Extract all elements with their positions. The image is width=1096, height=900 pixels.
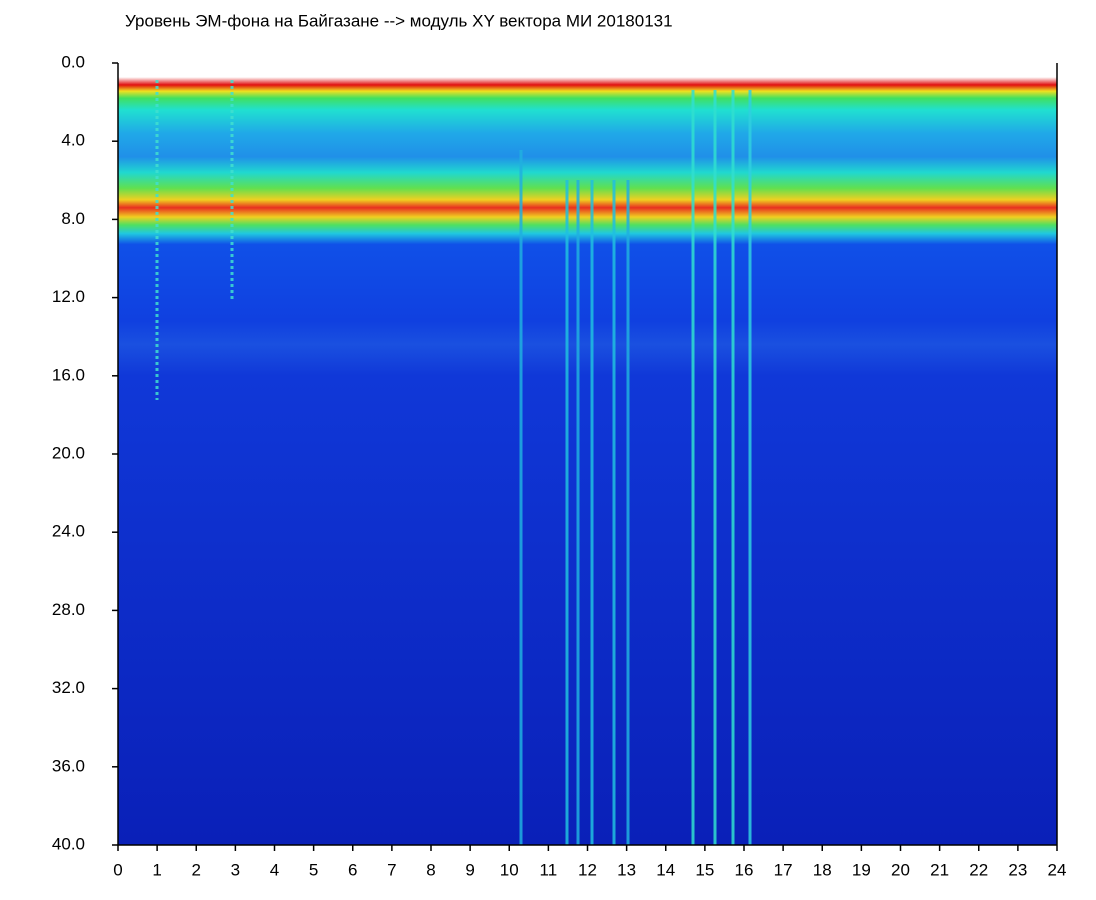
y-tick-label: 0.0: [61, 52, 85, 71]
x-tick-label: 11: [540, 860, 558, 879]
x-tick-label: 6: [348, 860, 357, 879]
x-tick-label: 19: [852, 860, 871, 879]
y-tick-label: 40.0: [52, 834, 85, 853]
y-tick-label: 16.0: [52, 365, 85, 384]
x-tick-label: 10: [500, 860, 519, 879]
x-tick-label: 13: [617, 860, 636, 879]
x-tick-label: 17: [774, 860, 793, 879]
x-tick-label: 20: [891, 860, 910, 879]
y-tick-label: 32.0: [52, 678, 85, 697]
x-tick-label: 1: [152, 860, 161, 879]
y-tick-label: 36.0: [52, 756, 85, 775]
x-tick-label: 14: [656, 860, 675, 879]
y-tick-label: 28.0: [52, 600, 85, 619]
x-tick-label: 16: [735, 860, 754, 879]
x-tick-label: 12: [578, 860, 597, 879]
x-tick-label: 7: [387, 860, 396, 879]
x-tick-label: 0: [113, 860, 122, 879]
x-tick-label: 21: [930, 860, 949, 879]
y-tick-label: 4.0: [61, 131, 85, 150]
y-tick-label: 12.0: [52, 287, 85, 306]
plot-area: [117, 63, 1058, 846]
spectrogram: [118, 63, 1057, 845]
y-tick-label: 20.0: [52, 443, 85, 462]
x-tick-label: 5: [309, 860, 318, 879]
x-tick-label: 23: [1008, 860, 1027, 879]
x-tick-label: 4: [270, 860, 279, 879]
x-tick-label: 2: [192, 860, 201, 879]
streaks: [155, 80, 752, 845]
x-tick-label: 15: [695, 860, 714, 879]
x-tick-label: 18: [813, 860, 832, 879]
x-tick-label: 9: [465, 860, 474, 879]
x-tick-label: 22: [969, 860, 988, 879]
x-tick-label: 3: [231, 860, 240, 879]
y-tick-label: 24.0: [52, 522, 85, 541]
y-tick-label: 8.0: [61, 209, 85, 228]
chart-title: Уровень ЭМ-фона на Байгазане --> модуль …: [125, 11, 673, 30]
x-tick-label: 8: [426, 860, 435, 879]
x-tick-label: 24: [1048, 860, 1067, 879]
